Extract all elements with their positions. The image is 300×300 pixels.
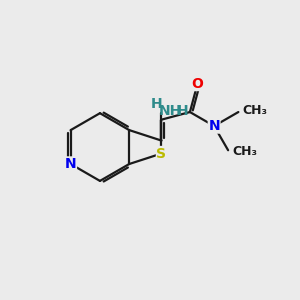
Text: O: O	[191, 76, 203, 91]
Text: NH: NH	[159, 104, 182, 118]
Text: H: H	[150, 97, 162, 111]
Text: N: N	[65, 157, 76, 171]
Text: CH₃: CH₃	[232, 145, 257, 158]
Text: N: N	[208, 119, 220, 133]
Text: S: S	[157, 146, 166, 161]
Text: H: H	[177, 104, 188, 118]
Text: CH₃: CH₃	[243, 104, 268, 117]
